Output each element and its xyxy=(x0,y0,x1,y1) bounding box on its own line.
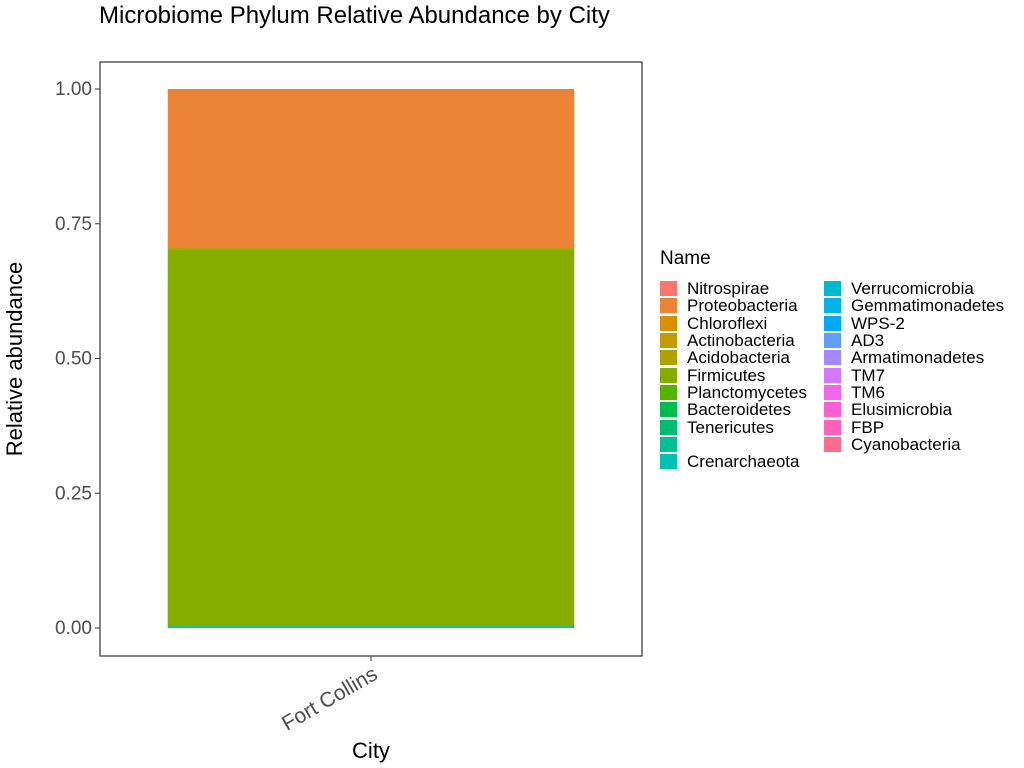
legend-key-swatch xyxy=(660,281,677,297)
legend-label: Nitrospirae xyxy=(687,279,770,299)
legend-key-swatch xyxy=(660,384,677,400)
legend-column: Verrucomicrobia Gemmatimonadetes WPS-2 AD3 A… xyxy=(824,280,1004,470)
legend-item: Cyanobacteria xyxy=(824,436,980,453)
legend-item: Armatimonadetes xyxy=(824,349,984,366)
legend-label: Acidobacteria xyxy=(687,348,791,368)
legend-key-swatch xyxy=(660,367,677,383)
legend-item: Tenericutes xyxy=(660,417,816,437)
x-tick-label: Fort Collins xyxy=(278,662,381,735)
legend-label: TM6 xyxy=(851,382,885,402)
legend-key-swatch xyxy=(660,350,677,366)
legend-label: TM7 xyxy=(851,365,885,385)
legend-item: WPS-2 xyxy=(824,315,980,332)
legend-label: Cyanobacteria xyxy=(851,434,961,454)
bar-segment xyxy=(167,627,575,629)
y-tick-label: 0.25 xyxy=(55,483,92,504)
legend-item: Nitrospirae xyxy=(660,280,816,297)
legend-item: Acidobacteria xyxy=(660,349,816,366)
legend-label: Armatimonadetes xyxy=(851,348,985,368)
legend-key-swatch xyxy=(824,436,841,452)
legend-label: Tenericutes xyxy=(687,417,774,437)
bar-segment xyxy=(167,89,575,248)
legend-column: Nitrospirae Proteobacteria Chloroflexi Acti… xyxy=(660,280,816,470)
bar-segment xyxy=(167,625,575,627)
bar-segment xyxy=(167,249,575,626)
legend-key-swatch xyxy=(824,315,841,331)
legend-item: Gemmatimonadetes xyxy=(824,297,1004,314)
legend-item: Chloroflexi xyxy=(660,315,816,332)
legend: Name Nitrospirae Proteobacteria Chloroflex… xyxy=(660,248,1004,470)
legend-item: TM7 xyxy=(824,365,980,385)
legend-key-swatch xyxy=(660,402,677,418)
legend-label: Proteobacteria xyxy=(687,296,798,316)
bar-segment xyxy=(167,626,575,628)
legend-key-swatch xyxy=(824,384,841,400)
legend-item: Crenarchaeota xyxy=(660,453,816,470)
legend-label: Elusimicrobia xyxy=(851,400,953,420)
legend-label: Chloroflexi xyxy=(687,313,768,333)
legend-key-swatch xyxy=(824,350,841,366)
y-axis-title: Relative abundance xyxy=(2,262,27,456)
legend-item: TM6 xyxy=(824,384,980,401)
legend-key-swatch xyxy=(824,333,841,349)
legend-item: Proteobacteria xyxy=(660,297,816,314)
y-tick-label: 0.75 xyxy=(55,214,92,235)
legend-label: Firmicutes xyxy=(687,365,766,385)
legend-key-swatch xyxy=(824,298,841,314)
legend-item: FBP xyxy=(824,417,980,437)
legend-title: Name xyxy=(660,248,711,269)
legend-key-swatch xyxy=(660,315,677,331)
legend-label: FBP xyxy=(851,417,885,437)
legend-item xyxy=(660,436,816,453)
legend-key-swatch xyxy=(660,419,677,435)
legend-key-swatch xyxy=(824,281,841,297)
bar-segment xyxy=(167,247,575,250)
legend-item: AD3 xyxy=(824,332,980,349)
legend-key-swatch xyxy=(824,367,841,383)
legend-label: Gemmatimonadetes xyxy=(851,296,1005,316)
legend-item: Planctomycetes xyxy=(660,384,816,401)
legend-key-swatch xyxy=(824,402,841,418)
legend-item: Elusimicrobia xyxy=(824,401,980,418)
legend-key-swatch xyxy=(660,436,677,452)
legend-item: Firmicutes xyxy=(660,365,816,385)
x-axis-title: City xyxy=(352,738,390,763)
legend-label: Crenarchaeota xyxy=(687,452,800,472)
legend-label: WPS-2 xyxy=(851,313,905,333)
legend-key-swatch xyxy=(660,454,677,470)
legend-key-swatch xyxy=(824,419,841,435)
legend-label: Bacteroidetes xyxy=(687,400,791,420)
legend-key-swatch xyxy=(660,298,677,314)
bar-segment xyxy=(167,625,575,627)
legend-item: Bacteroidetes xyxy=(660,401,816,418)
legend-columns: Nitrospirae Proteobacteria Chloroflexi Acti… xyxy=(660,280,1004,470)
legend-key-swatch xyxy=(660,333,677,349)
legend-label: Actinobacteria xyxy=(687,331,795,351)
legend-item: Verrucomicrobia xyxy=(824,280,980,297)
legend-label: Planctomycetes xyxy=(687,382,807,402)
legend-item: Actinobacteria xyxy=(660,332,816,349)
plot-area: 0.00 0.25 0.50 0.75 1.00 Fort Collins xyxy=(55,61,643,735)
legend-label: AD3 xyxy=(851,331,885,351)
y-tick-label: 0.50 xyxy=(55,349,92,370)
legend-label: Verrucomicrobia xyxy=(851,279,974,299)
chart-title: Microbiome Phylum Relative Abundance by … xyxy=(99,2,610,29)
y-tick-label: 1.00 xyxy=(55,79,92,100)
y-tick-label: 0.00 xyxy=(55,618,92,639)
